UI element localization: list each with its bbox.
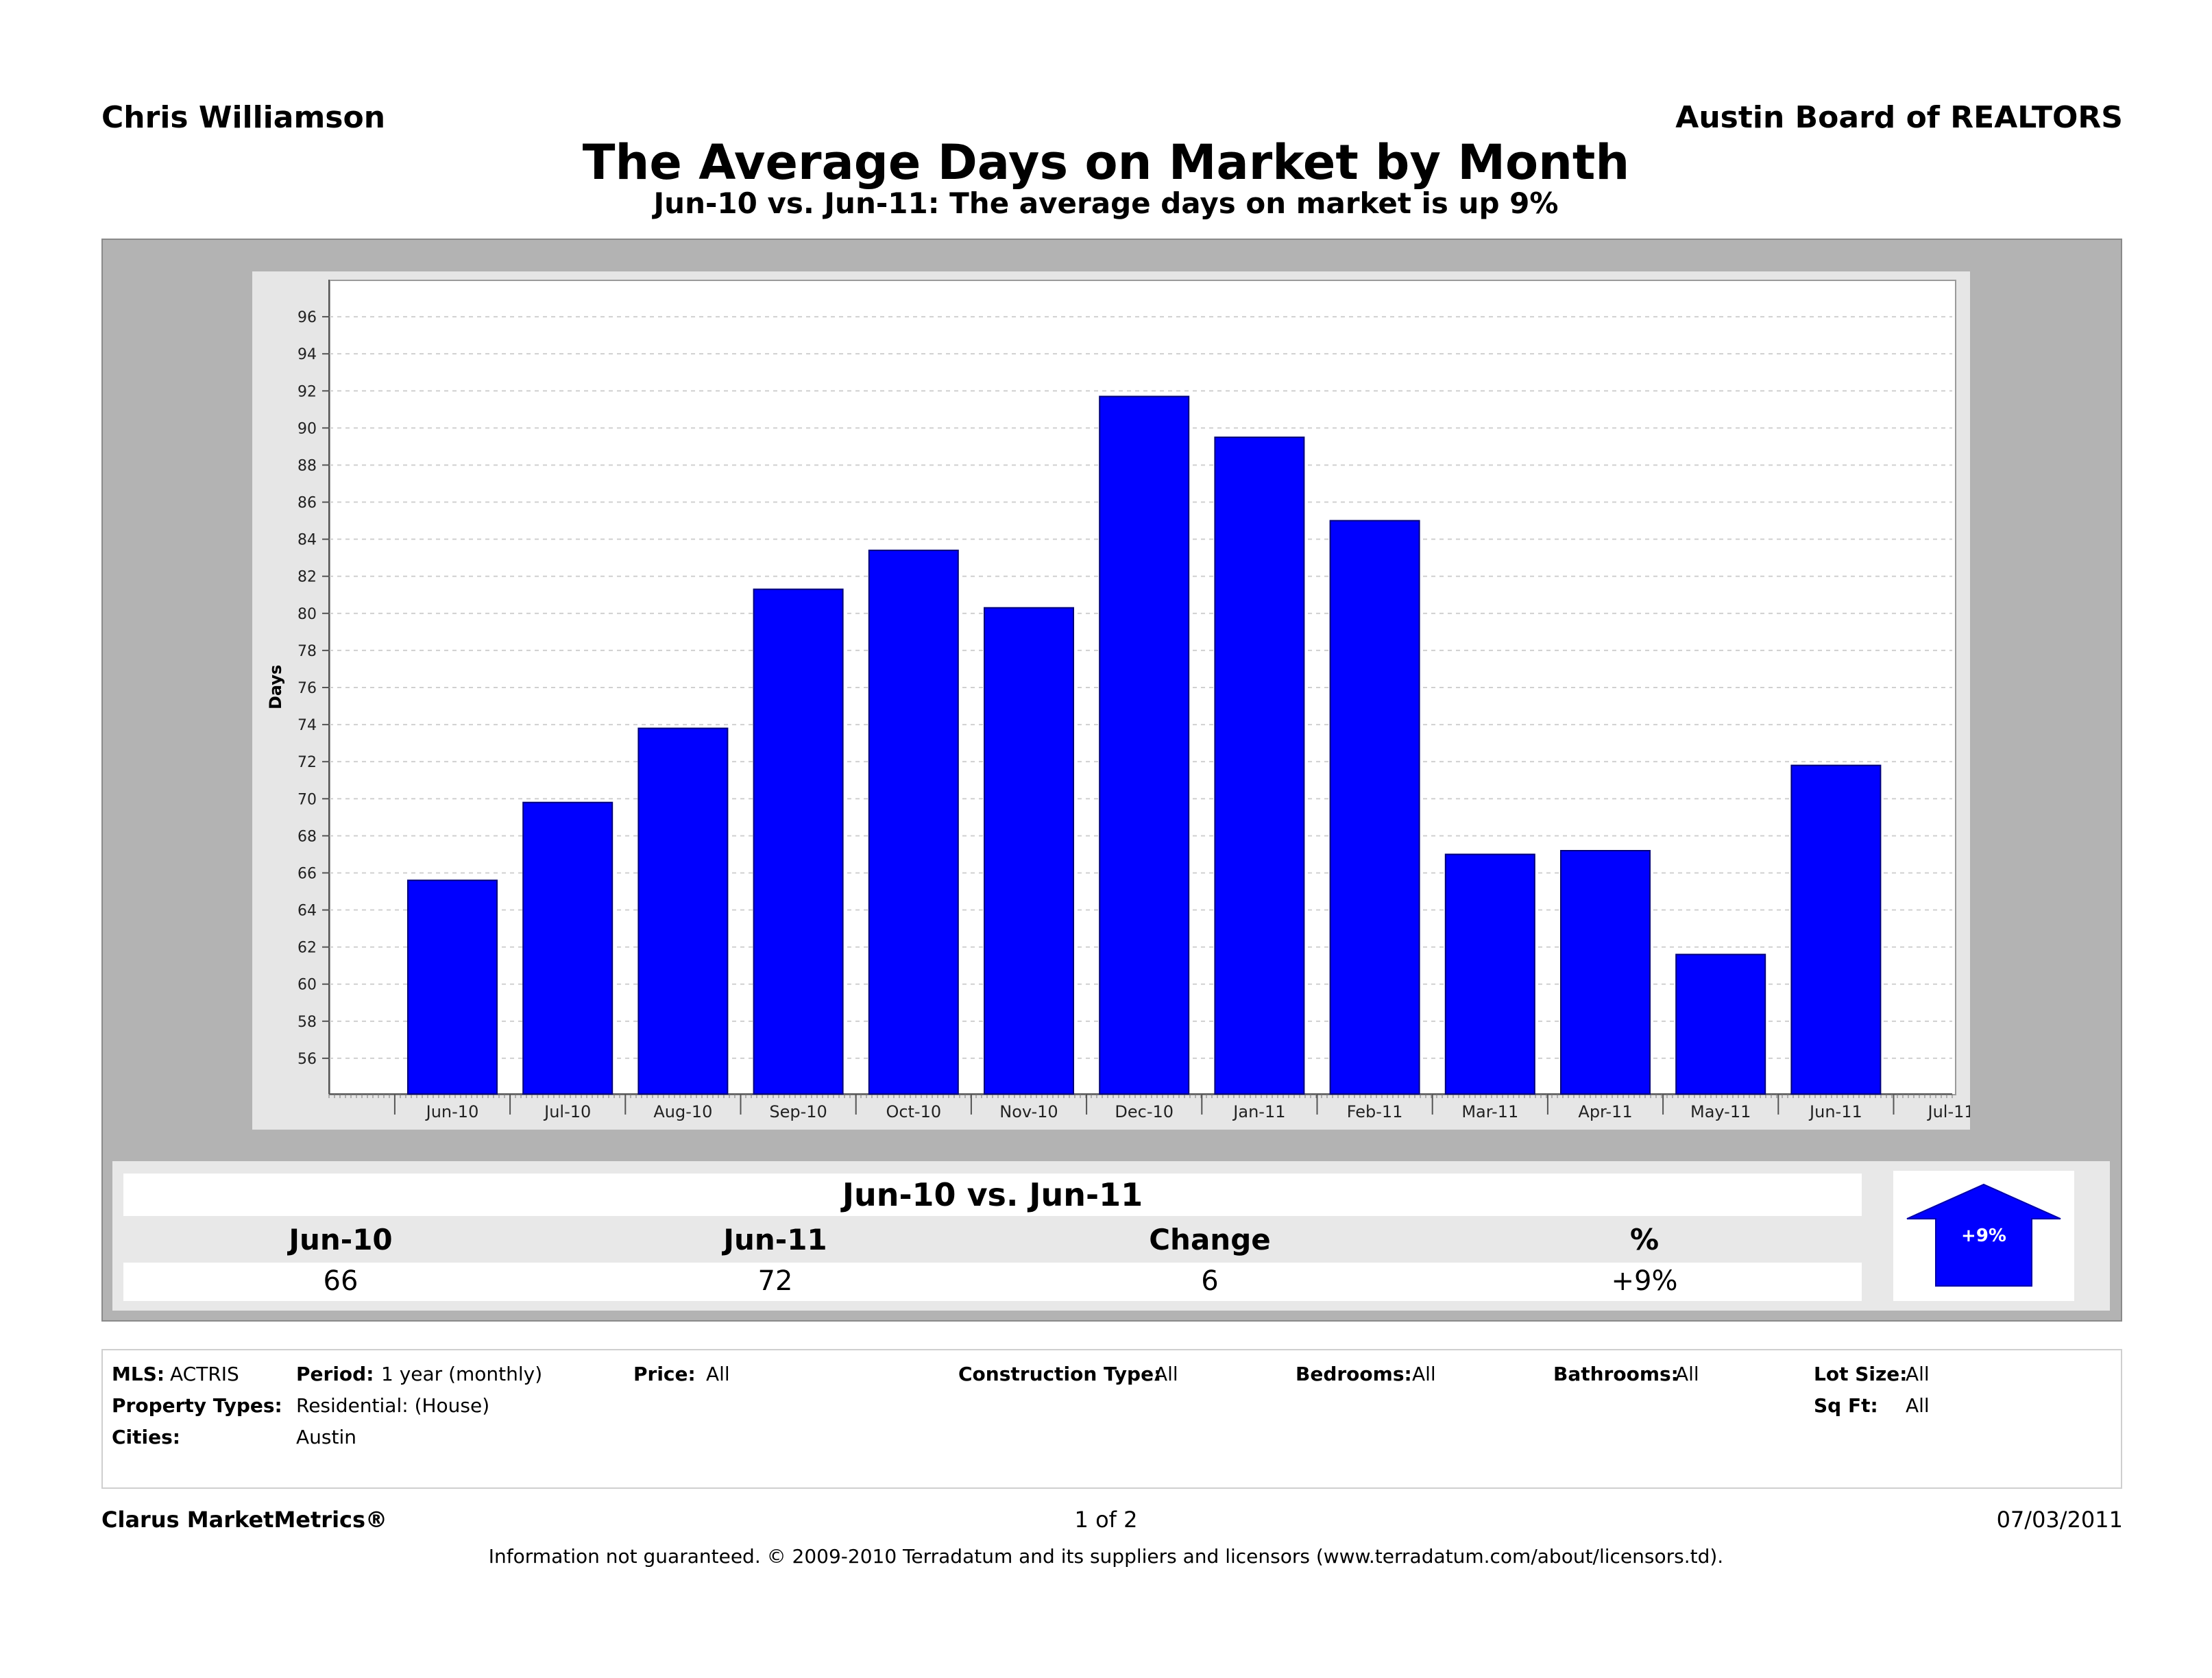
construction-value: All: [1154, 1363, 1178, 1385]
y-tick-label: 88: [297, 457, 317, 474]
x-tick-label: Jan-11: [1232, 1102, 1285, 1121]
y-tick-label: 56: [297, 1051, 317, 1068]
summary-val-change: 6: [1201, 1265, 1219, 1297]
summary-col-change: Change: [1149, 1223, 1271, 1256]
price-label: Price:: [633, 1363, 696, 1385]
lotsize-value: All: [1906, 1363, 1930, 1385]
property-types-value: Residential: (House): [296, 1394, 490, 1417]
y-tick-label: 74: [297, 717, 317, 734]
y-tick-label: 82: [297, 569, 317, 586]
bar-oct-10: [868, 549, 959, 1095]
filters-box: [101, 1349, 2122, 1489]
x-tick-label: Jun-10: [425, 1102, 479, 1121]
x-tick-label: Mar-11: [1461, 1102, 1518, 1121]
y-tick-label: 84: [297, 532, 317, 549]
bar-apr-11: [1560, 850, 1651, 1095]
bar-may-11: [1675, 953, 1766, 1095]
bedrooms-value: All: [1412, 1363, 1436, 1385]
bar-sep-10: [753, 588, 844, 1095]
summary-header-band: [123, 1174, 1862, 1216]
x-tick-label: Dec-10: [1115, 1102, 1174, 1121]
x-tick-label: Sep-10: [769, 1102, 827, 1121]
bar-jun-11: [1790, 764, 1882, 1095]
x-tick-label: Jun-11: [1808, 1102, 1862, 1121]
x-tick-label: Jul-10: [543, 1102, 591, 1121]
summary-val-jun11: 72: [757, 1265, 793, 1297]
mls-label: MLS:: [112, 1363, 165, 1385]
brand-name: Clarus MarketMetrics®: [101, 1507, 388, 1533]
bar-mar-11: [1444, 853, 1535, 1095]
x-tick-label: May-11: [1690, 1102, 1751, 1121]
bar-dec-10: [1099, 396, 1190, 1095]
page-indicator: 1 of 2: [1074, 1507, 1138, 1533]
y-tick-label: 68: [297, 828, 317, 845]
y-tick-label: 94: [297, 346, 317, 363]
bar-jan-11: [1214, 436, 1305, 1095]
price-value: All: [706, 1363, 730, 1385]
lotsize-label: Lot Size:: [1814, 1363, 1908, 1385]
agent-name: Chris Williamson: [101, 100, 386, 135]
y-tick-label: 86: [297, 495, 317, 512]
bar-aug-10: [637, 727, 729, 1095]
summary-col-jun10: Jun-10: [289, 1223, 393, 1256]
summary-values-band: [123, 1263, 1862, 1301]
sqft-value: All: [1906, 1394, 1930, 1417]
summary-col-percent: %: [1629, 1223, 1660, 1256]
bathrooms-value: All: [1675, 1363, 1699, 1385]
x-tick-label: Apr-11: [1578, 1102, 1632, 1121]
x-tick-label: Feb-11: [1347, 1102, 1403, 1121]
bathrooms-label: Bathrooms:: [1553, 1363, 1679, 1385]
y-tick-label: 64: [297, 903, 317, 920]
period-label: Period:: [296, 1363, 374, 1385]
summary-title: Jun-10 vs. Jun-11: [842, 1176, 1143, 1213]
bar-nov-10: [984, 607, 1074, 1095]
bedrooms-label: Bedrooms:: [1296, 1363, 1412, 1385]
report-subtitle: Jun-10 vs. Jun-11: The average days on m…: [653, 186, 1559, 220]
construction-label: Construction Type:: [958, 1363, 1162, 1385]
cities-label: Cities:: [112, 1426, 180, 1448]
board-name: Austin Board of REALTORS: [1675, 100, 2123, 135]
change-badge: +9%: [1893, 1171, 2074, 1301]
y-tick-label: 60: [297, 977, 317, 994]
summary-col-jun11: Jun-11: [723, 1223, 827, 1256]
up-arrow-icon: +9%: [1906, 1183, 2061, 1287]
bar-feb-11: [1329, 520, 1420, 1095]
y-tick-label: 96: [297, 309, 317, 326]
y-tick-label: 62: [297, 940, 317, 957]
change-badge-label: +9%: [1961, 1226, 2006, 1246]
y-tick-label: 78: [297, 643, 317, 660]
x-tick-label: Aug-10: [653, 1102, 712, 1121]
bar-chart: 56 58 60 62 64 66 68 70 72 74 76 78 80 82 84 86 88 90 92 94…: [297, 280, 1970, 1121]
summary-val-jun10: 66: [323, 1265, 358, 1297]
bar-jun-10: [407, 879, 498, 1095]
cities-value: Austin: [296, 1426, 356, 1448]
summary-val-percent: +9%: [1611, 1265, 1678, 1297]
y-tick-label: 92: [297, 383, 317, 400]
sqft-label: Sq Ft:: [1814, 1394, 1878, 1417]
x-tick-label: Oct-10: [886, 1102, 941, 1121]
period-value: 1 year (monthly): [381, 1363, 543, 1385]
y-tick-label: 76: [297, 680, 317, 697]
y-tick-label: 70: [297, 791, 317, 808]
y-tick-label: 66: [297, 865, 317, 882]
x-tick-label: Jul-11: [1927, 1102, 1970, 1121]
report-date: 07/03/2011: [1996, 1507, 2123, 1533]
bar-jul-10: [522, 801, 613, 1095]
y-tick-label: 72: [297, 754, 317, 771]
report-title: The Average Days on Market by Month: [582, 134, 1630, 191]
y-tick-label: 58: [297, 1014, 317, 1031]
y-tick-label: 80: [297, 606, 317, 623]
x-tick-label: Nov-10: [999, 1102, 1058, 1121]
y-tick-label: 90: [297, 420, 317, 437]
mls-value: ACTRIS: [170, 1363, 239, 1385]
disclaimer: Information not guaranteed. © 2009-2010 …: [488, 1545, 1724, 1568]
y-axis-label: Days: [266, 664, 285, 709]
property-types-label: Property Types:: [112, 1394, 282, 1417]
